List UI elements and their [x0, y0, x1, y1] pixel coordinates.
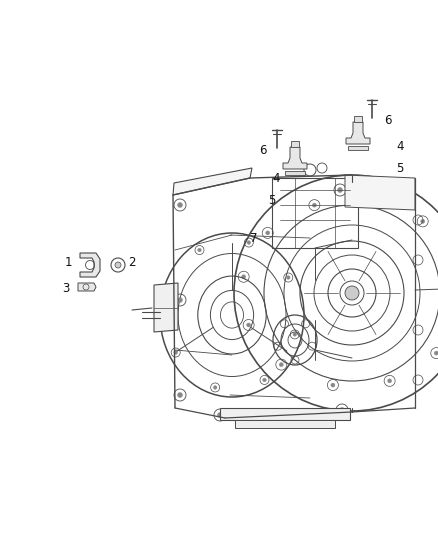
Circle shape	[177, 203, 183, 207]
Circle shape	[286, 276, 290, 279]
Circle shape	[421, 220, 425, 223]
Circle shape	[369, 199, 373, 203]
Circle shape	[177, 392, 183, 398]
Circle shape	[338, 188, 343, 192]
Circle shape	[434, 351, 438, 355]
Circle shape	[177, 297, 183, 303]
Circle shape	[174, 351, 177, 354]
Circle shape	[247, 323, 251, 327]
Circle shape	[293, 333, 297, 336]
Polygon shape	[346, 122, 370, 144]
Circle shape	[218, 413, 223, 417]
Circle shape	[247, 241, 251, 244]
Text: 1: 1	[64, 255, 72, 269]
Circle shape	[263, 378, 266, 382]
Polygon shape	[235, 420, 335, 428]
Circle shape	[167, 294, 171, 297]
Text: 5: 5	[396, 161, 404, 174]
Circle shape	[331, 383, 335, 387]
Polygon shape	[354, 116, 362, 122]
Circle shape	[115, 262, 121, 268]
Circle shape	[279, 362, 283, 367]
Polygon shape	[78, 283, 96, 291]
Circle shape	[198, 248, 201, 252]
Circle shape	[345, 286, 359, 300]
Circle shape	[266, 231, 270, 235]
Text: 4: 4	[272, 172, 280, 184]
Polygon shape	[220, 408, 350, 420]
Text: 6: 6	[384, 114, 392, 126]
Polygon shape	[173, 168, 252, 195]
Polygon shape	[348, 146, 368, 150]
Circle shape	[213, 386, 217, 389]
Polygon shape	[345, 175, 415, 210]
Polygon shape	[291, 141, 299, 147]
Polygon shape	[80, 253, 100, 277]
Circle shape	[388, 379, 392, 383]
Text: 2: 2	[128, 255, 136, 269]
Text: 7: 7	[250, 231, 258, 245]
Text: 6: 6	[259, 143, 267, 157]
Circle shape	[312, 203, 316, 207]
Text: 3: 3	[62, 281, 70, 295]
Text: 5: 5	[268, 193, 276, 206]
Polygon shape	[285, 171, 305, 175]
Polygon shape	[154, 283, 178, 332]
Circle shape	[287, 414, 293, 418]
Circle shape	[242, 275, 246, 279]
Circle shape	[339, 408, 345, 413]
Polygon shape	[283, 147, 307, 169]
Text: 4: 4	[396, 140, 404, 152]
